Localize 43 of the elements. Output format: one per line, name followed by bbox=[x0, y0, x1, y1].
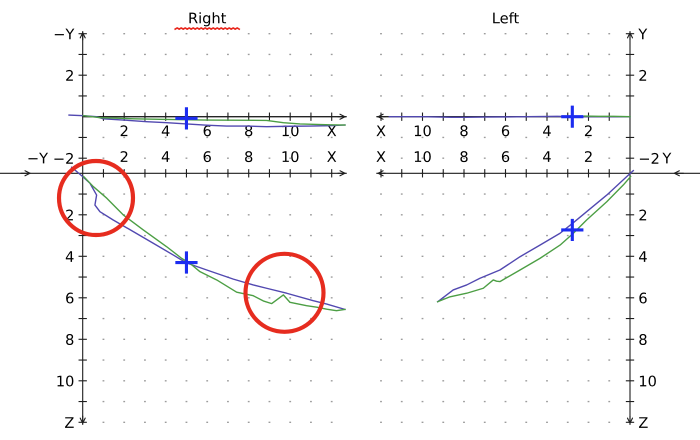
chart-title: Right bbox=[189, 12, 226, 26]
y-tick-label: 8 bbox=[639, 334, 647, 346]
y-tick-label: 8 bbox=[66, 334, 74, 346]
y-tick-label: −Y bbox=[54, 28, 74, 40]
x-tick-label: 4 bbox=[162, 125, 170, 136]
y-tick-label: Y bbox=[638, 28, 648, 40]
x-tick-label: 8 bbox=[245, 151, 252, 162]
x-tick-label: 6 bbox=[502, 125, 510, 136]
annotation: −Y bbox=[28, 152, 48, 164]
x-tick-label: X bbox=[327, 125, 336, 136]
annotation: Y bbox=[662, 152, 672, 164]
x-tick-label: 2 bbox=[584, 151, 592, 162]
x-tick-label: 6 bbox=[204, 125, 211, 136]
x-tick-label: 2 bbox=[120, 125, 128, 136]
x-tick-label: 4 bbox=[543, 125, 551, 136]
y-tick-label: Z bbox=[638, 417, 648, 428]
y-tick-label: 6 bbox=[639, 292, 647, 304]
x-tick-label: 2 bbox=[584, 125, 592, 136]
y-tick-label: 2 bbox=[66, 70, 73, 81]
y-tick-label: 4 bbox=[66, 251, 74, 262]
x-tick-label: 10 bbox=[414, 125, 431, 136]
y-tick-label: 2 bbox=[639, 70, 646, 81]
chart-title: Left bbox=[493, 12, 519, 24]
y-tick-label: 10 bbox=[640, 376, 656, 387]
x-tick-label: 8 bbox=[460, 151, 468, 162]
y-tick-label: Z bbox=[65, 417, 74, 428]
y-tick-label: −2 bbox=[640, 152, 658, 164]
y-tick-label: −2 bbox=[54, 152, 73, 164]
y-tick-label: 2 bbox=[639, 210, 646, 220]
x-tick-label: X bbox=[376, 151, 386, 162]
y-tick-label: 6 bbox=[66, 292, 74, 304]
x-tick-label: 4 bbox=[162, 151, 170, 162]
x-tick-label: 6 bbox=[204, 151, 211, 162]
x-tick-label: 10 bbox=[282, 151, 299, 162]
x-tick-label: X bbox=[376, 125, 386, 136]
y-tick-label: 10 bbox=[57, 376, 74, 387]
x-tick-label: 8 bbox=[460, 125, 468, 136]
x-tick-label: 10 bbox=[414, 151, 431, 162]
x-tick-label: 4 bbox=[543, 151, 551, 162]
x-tick-label: 2 bbox=[120, 151, 128, 162]
y-tick-label: 4 bbox=[639, 251, 647, 262]
x-tick-label: X bbox=[327, 151, 336, 162]
x-tick-label: 6 bbox=[502, 151, 510, 162]
